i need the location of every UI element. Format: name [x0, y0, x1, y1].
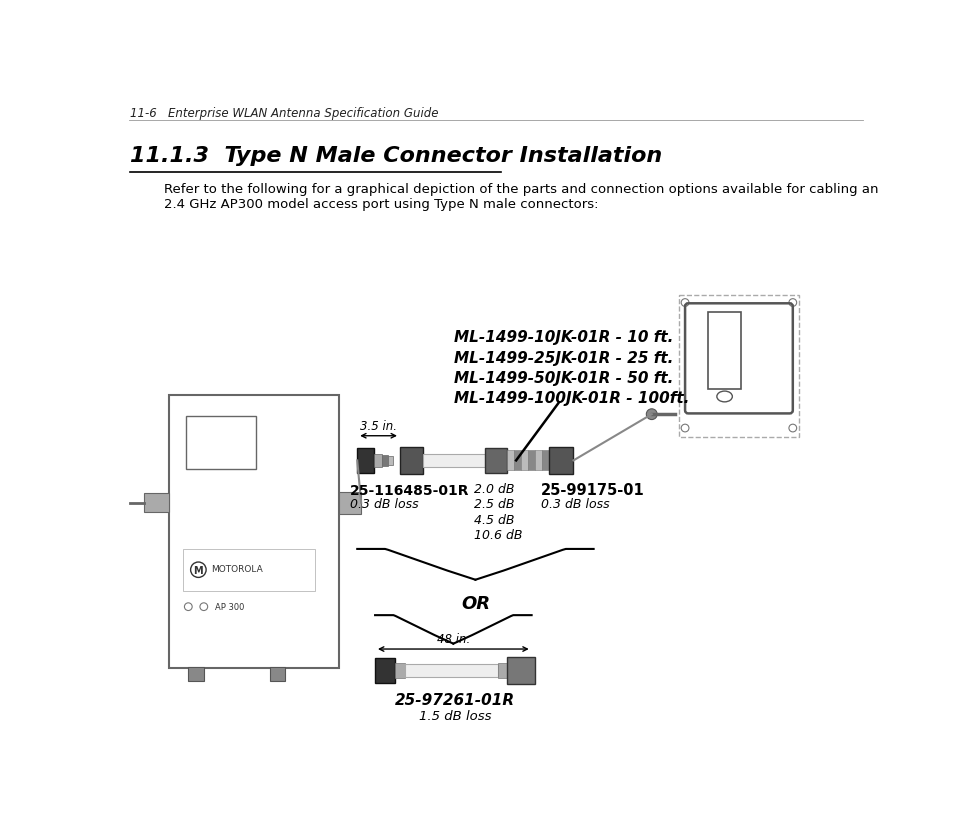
- Bar: [507, 450, 513, 471]
- Bar: [357, 449, 374, 473]
- Text: 25-97261-01R: 25-97261-01R: [395, 692, 515, 707]
- Text: Refer to the following for a graphical depiction of the parts and connection opt: Refer to the following for a graphical d…: [163, 182, 878, 195]
- Bar: [189, 667, 204, 681]
- Text: 2.4 GHz AP300 model access port using Type N male connectors:: 2.4 GHz AP300 model access port using Ty…: [163, 198, 598, 211]
- Bar: [186, 417, 255, 469]
- Bar: [521, 450, 528, 471]
- Bar: [270, 667, 285, 681]
- Bar: [528, 450, 535, 471]
- Bar: [485, 449, 507, 473]
- Text: MOTOROLA: MOTOROLA: [212, 564, 263, 573]
- Bar: [535, 450, 542, 471]
- Text: 25-99175-01: 25-99175-01: [541, 483, 645, 498]
- Text: 3.5 in.: 3.5 in.: [360, 420, 397, 432]
- Bar: [382, 455, 388, 466]
- Bar: [388, 456, 393, 465]
- Text: 4.5 dB: 4.5 dB: [474, 513, 514, 526]
- Circle shape: [646, 409, 658, 420]
- Bar: [404, 665, 498, 677]
- Bar: [498, 663, 507, 678]
- Text: 10.6 dB: 10.6 dB: [474, 528, 522, 542]
- Bar: [400, 447, 424, 474]
- Text: ML-1499-25JK-01R - 25 ft.: ML-1499-25JK-01R - 25 ft.: [454, 350, 673, 365]
- Bar: [339, 493, 361, 514]
- Text: 0.3 dB loss: 0.3 dB loss: [349, 498, 418, 511]
- Bar: [375, 658, 396, 683]
- Bar: [183, 549, 314, 591]
- Bar: [513, 450, 521, 471]
- Text: ML-1499-10JK-01R - 10 ft.: ML-1499-10JK-01R - 10 ft.: [454, 330, 673, 345]
- Bar: [169, 396, 339, 668]
- Text: 2.0 dB: 2.0 dB: [474, 483, 514, 495]
- Bar: [507, 657, 535, 685]
- Ellipse shape: [717, 392, 732, 402]
- Text: ML-1499-100JK-01R - 100ft.: ML-1499-100JK-01R - 100ft.: [454, 390, 689, 405]
- Text: 25-116485-01R: 25-116485-01R: [349, 484, 469, 498]
- Text: ML-1499-50JK-01R - 50 ft.: ML-1499-50JK-01R - 50 ft.: [454, 370, 673, 385]
- Text: 48 in.: 48 in.: [437, 633, 470, 645]
- Text: OR: OR: [461, 594, 490, 612]
- Bar: [374, 455, 382, 467]
- Text: 0.3 dB loss: 0.3 dB loss: [541, 498, 609, 511]
- Text: 2.5 dB: 2.5 dB: [474, 498, 514, 511]
- Text: M: M: [193, 565, 203, 575]
- Text: 11.1.3  Type N Male Connector Installation: 11.1.3 Type N Male Connector Installatio…: [131, 146, 662, 166]
- Bar: [424, 455, 485, 467]
- Text: 1.5 dB loss: 1.5 dB loss: [419, 710, 491, 722]
- Text: AP 300: AP 300: [216, 603, 245, 611]
- Bar: [144, 493, 169, 513]
- Bar: [708, 312, 741, 389]
- Text: 11-6   Enterprise WLAN Antenna Specification Guide: 11-6 Enterprise WLAN Antenna Specificati…: [131, 107, 439, 120]
- Bar: [548, 447, 573, 474]
- Bar: [542, 450, 548, 471]
- Bar: [396, 663, 404, 678]
